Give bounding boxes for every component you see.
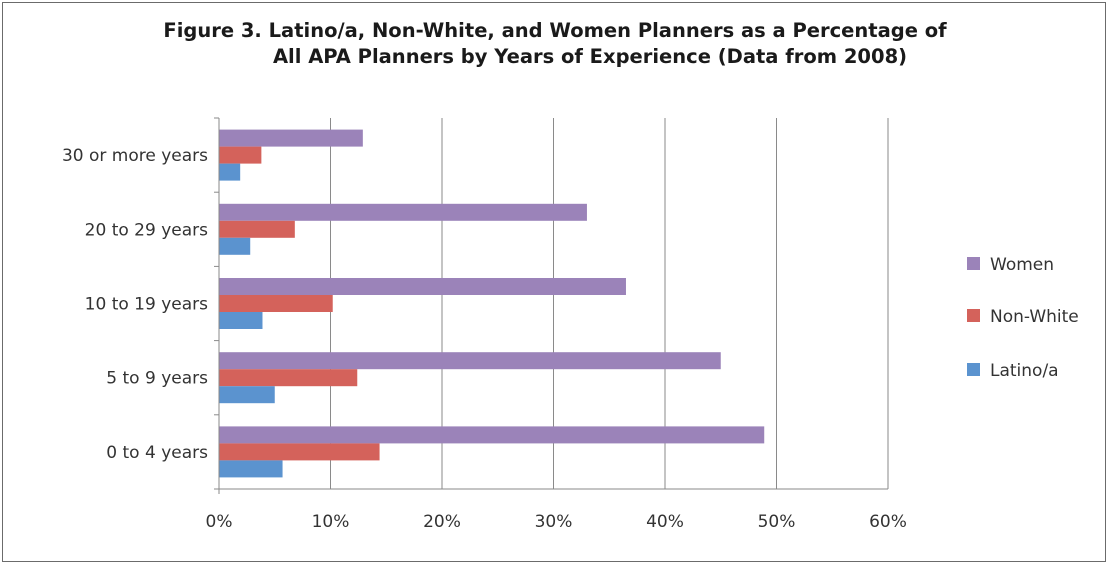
legend-label: Latino/a (990, 361, 1059, 381)
x-tick-label: 0% (206, 512, 233, 532)
x-tick-labels: 0% 10% 20% 30% 40% 50% 60% (206, 512, 907, 532)
bar-chart: 0 to 4 years 5 to 9 years 10 to 19 years 20… (62, 117, 1079, 532)
x-tick-label: 40% (646, 512, 684, 532)
bar-non-white (219, 146, 262, 164)
legend-swatch (967, 309, 980, 322)
chart-title-line1: Figure 3. Latino/a, Non-White, and Women… (163, 19, 947, 42)
bar-non-white (219, 295, 333, 312)
y-tick-label: 30 or more years (62, 146, 208, 166)
legend-label: Non-White (990, 307, 1079, 327)
x-tick-label: 30% (535, 512, 573, 532)
x-tick-label: 60% (869, 512, 907, 532)
bar-latino-a (219, 237, 251, 255)
chart-title: Figure 3. Latino/a, Non-White, and Women… (0, 18, 1110, 70)
bar-women (219, 352, 721, 370)
bar-latino-a (219, 163, 241, 181)
bars (219, 129, 765, 478)
bar-non-white (219, 220, 295, 238)
x-tick-label: 20% (423, 512, 461, 532)
y-tick-label: 10 to 19 years (85, 295, 208, 315)
bar-women (219, 278, 626, 295)
legend: Women Non-White Latino/a (967, 255, 1079, 381)
legend-swatch (967, 257, 980, 270)
y-tick-label: 0 to 4 years (106, 443, 208, 463)
y-tick-label: 5 to 9 years (106, 369, 208, 389)
bar-latino-a (219, 460, 283, 478)
legend-label: Women (990, 255, 1054, 275)
bar-latino-a (219, 386, 275, 404)
y-tick-label: 20 to 29 years (85, 220, 208, 240)
x-tick-label: 10% (312, 512, 350, 532)
bar-women (219, 129, 363, 147)
bar-women (219, 426, 765, 444)
bar-latino-a (219, 312, 263, 329)
bar-non-white (219, 369, 358, 387)
axes (214, 117, 888, 494)
legend-swatch (967, 363, 980, 376)
bar-women (219, 203, 587, 221)
y-tick-labels: 0 to 4 years 5 to 9 years 10 to 19 years 20… (62, 146, 208, 463)
bar-non-white (219, 443, 380, 461)
x-tick-label: 50% (758, 512, 796, 532)
chart-title-line2: All APA Planners by Years of Experience … (272, 45, 908, 68)
